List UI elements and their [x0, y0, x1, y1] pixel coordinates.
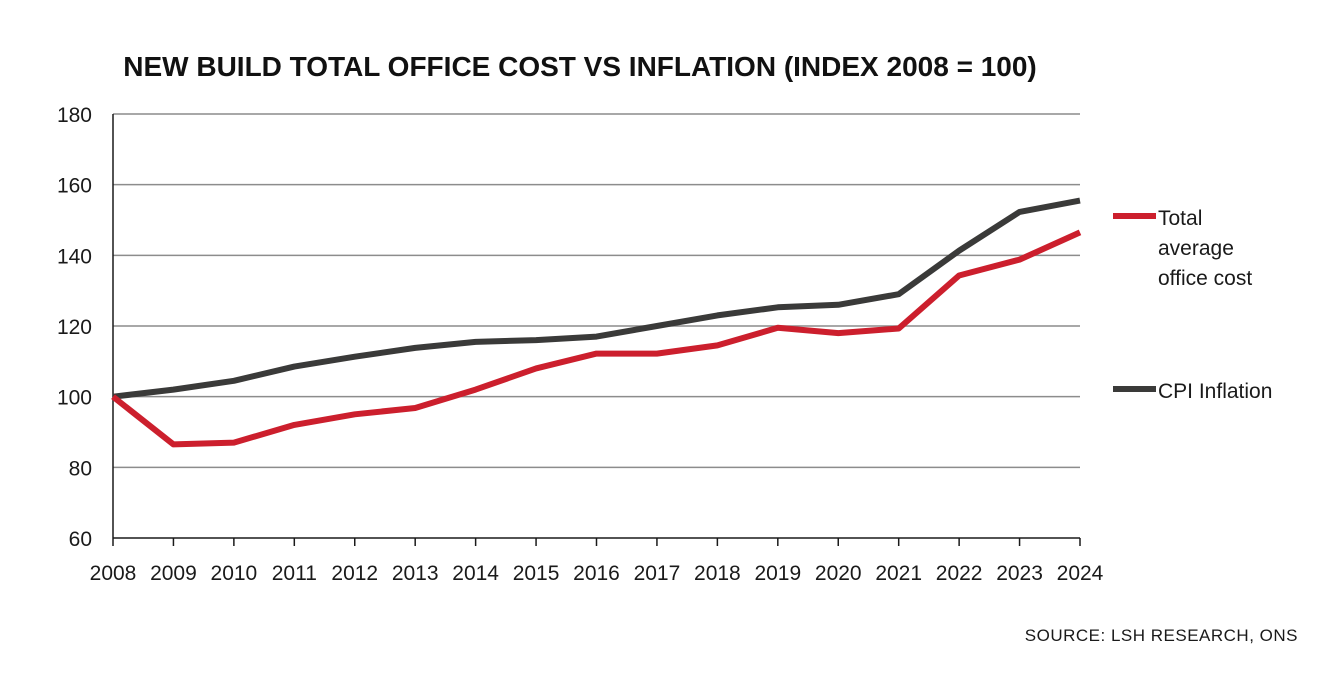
x-tick-label: 2013 [392, 562, 439, 585]
legend-label-total-average-office-cost: average [1158, 237, 1234, 260]
y-tick-label: 120 [57, 316, 92, 339]
x-tick-label: 2019 [754, 562, 801, 585]
x-tick-label: 2024 [1057, 562, 1104, 585]
y-tick-labels: 60 80 100 120 140 160 180 [57, 104, 92, 551]
y-tick-label: 60 [69, 528, 92, 551]
x-tick-label: 2009 [150, 562, 197, 585]
y-tick-label: 160 [57, 175, 92, 198]
series-line-cpi-inflation [112, 197, 1081, 400]
legend-label-total-average-office-cost: office cost [1158, 267, 1252, 290]
x-tick-labels: 2008 2009 2010 2011 2012 2013 2014 2015 2016 2017… [90, 562, 1104, 585]
series-line-total-average-office-cost [111, 229, 1082, 448]
x-tick-label: 2017 [634, 562, 681, 585]
legend-label-total-average-office-cost: Total [1158, 207, 1202, 230]
x-tick-label: 2015 [513, 562, 560, 585]
series-lines [111, 197, 1082, 448]
legend-label-cpi-inflation: CPI Inflation [1158, 380, 1272, 403]
x-tick-label: 2010 [211, 562, 258, 585]
legend: Total average office cost CPI Inflation [1113, 207, 1272, 403]
x-tick-label: 2018 [694, 562, 741, 585]
x-tick-label: 2008 [90, 562, 137, 585]
x-tick-label: 2023 [996, 562, 1043, 585]
y-tick-label: 140 [57, 245, 92, 268]
x-tick-label: 2022 [936, 562, 983, 585]
y-tick-label: 80 [69, 457, 92, 480]
x-tick-label: 2011 [272, 562, 317, 585]
x-tick-label: 2016 [573, 562, 620, 585]
grid-lines [113, 113, 1080, 469]
x-tick-label: 2014 [452, 562, 499, 585]
chart-title: NEW BUILD TOTAL OFFICE COST VS INFLATION… [123, 51, 1037, 82]
source-note: SOURCE: LSH RESEARCH, ONS [1025, 626, 1298, 645]
x-tick-label: 2020 [815, 562, 862, 585]
y-tick-label: 100 [57, 387, 92, 410]
axes [112, 114, 1081, 546]
x-tick-label: 2012 [331, 562, 378, 585]
x-tick-label: 2021 [875, 562, 922, 585]
y-tick-label: 180 [57, 104, 92, 127]
